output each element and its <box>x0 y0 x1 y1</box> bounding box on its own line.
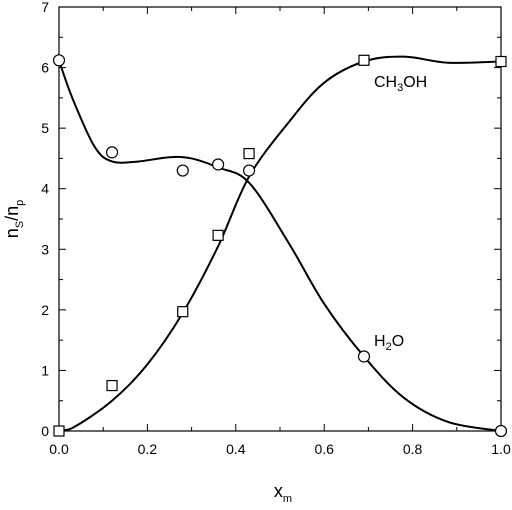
x-tick-label: 0.0 <box>49 441 69 457</box>
marker-h2o <box>176 164 189 177</box>
curve-ch3oh <box>58 55 502 431</box>
y-tick-label: 1 <box>41 362 49 378</box>
x-tick-label: 1.0 <box>491 441 511 457</box>
x-tick-label: 0.8 <box>403 441 423 457</box>
y-tick-label: 4 <box>41 181 49 197</box>
x-axis-title: xm <box>274 481 292 505</box>
marker-ch3oh <box>495 55 507 68</box>
y-tick-label: 0 <box>41 423 49 439</box>
data-markers <box>52 54 508 438</box>
curve-h2o <box>58 59 502 432</box>
marker-h2o <box>212 158 225 171</box>
marker-h2o <box>242 164 256 177</box>
y-tick-label: 7 <box>41 0 49 15</box>
marker-h2o <box>105 146 119 159</box>
series-label-ch3oh: CH3OH <box>374 74 427 94</box>
plot-frame <box>58 6 502 432</box>
series-label-h2o: H2O <box>374 333 404 353</box>
marker-h2o <box>52 54 66 67</box>
marker-ch3oh <box>53 425 65 437</box>
fit-curves <box>58 55 502 432</box>
x-tick-label: 0.2 <box>138 441 158 457</box>
y-axis-ticks: 0 1 2 3 4 5 6 7 <box>41 0 501 439</box>
x-axis-ticks: 0.0 0.2 0.4 0.6 0.8 1.0 <box>49 7 511 457</box>
marker-h2o <box>357 350 371 363</box>
y-tick-label: 6 <box>41 60 49 76</box>
marker-ch3oh <box>212 229 224 241</box>
y-axis-title: nS/np <box>2 200 26 239</box>
x-tick-label: 0.4 <box>226 441 246 457</box>
y-tick-label: 5 <box>41 120 49 136</box>
marker-ch3oh <box>106 379 118 392</box>
marker-ch3oh <box>177 306 189 318</box>
marker-h2o <box>494 424 508 438</box>
y-tick-label: 2 <box>41 302 49 318</box>
y-tick-label: 3 <box>41 241 49 257</box>
marker-ch3oh <box>358 54 370 66</box>
marker-ch3oh <box>243 147 255 160</box>
x-tick-label: 0.6 <box>314 441 334 457</box>
